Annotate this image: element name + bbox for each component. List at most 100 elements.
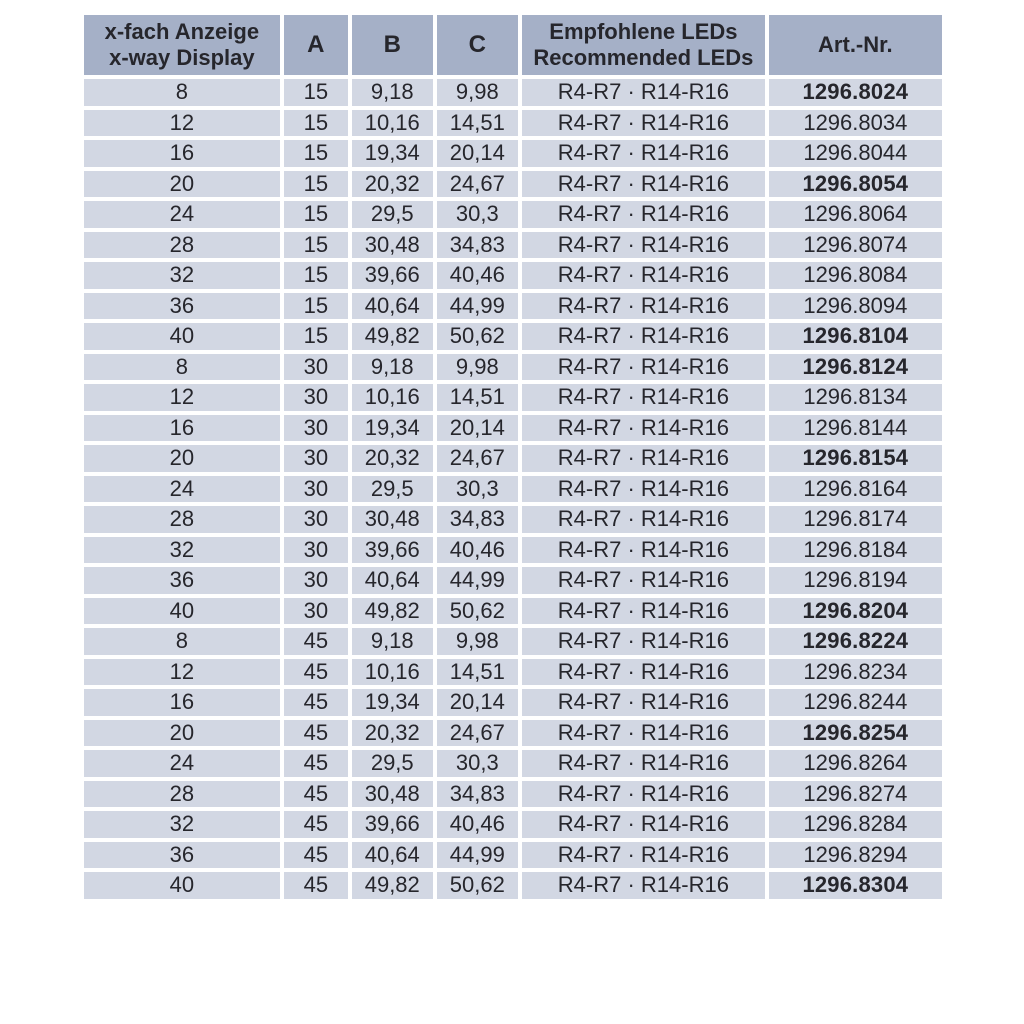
- cell-art-nr: 1296.8094: [764, 288, 947, 323]
- cell-b: 29,5: [347, 471, 437, 506]
- cell-b: 9,18: [347, 349, 437, 384]
- table-row: 20 30 20,32 24,67 R4-R7 · R14-R16 1296.8…: [80, 441, 947, 476]
- cell-recommended-leds: R4-R7 · R14-R16: [518, 441, 769, 476]
- cell-recommended-leds: R4-R7 · R14-R16: [518, 471, 769, 506]
- cell-b: 49,82: [347, 868, 437, 903]
- cell-c: 40,46: [432, 258, 523, 293]
- table-row: 28 45 30,48 34,83 R4-R7 · R14-R16 1296.8…: [80, 776, 947, 811]
- cell-a: 45: [279, 837, 352, 872]
- cell-display-count: 36: [80, 837, 284, 872]
- header-a: A: [279, 11, 352, 79]
- cell-recommended-leds: R4-R7 · R14-R16: [518, 197, 769, 232]
- cell-c: 30,3: [432, 746, 523, 781]
- table-row: 16 15 19,34 20,14 R4-R7 · R14-R16 1296.8…: [80, 136, 947, 171]
- cell-art-nr: 1296.8194: [764, 563, 947, 598]
- cell-display-count: 8: [80, 624, 284, 659]
- cell-c: 34,83: [432, 776, 523, 811]
- cell-art-nr: 1296.8184: [764, 532, 947, 567]
- cell-recommended-leds: R4-R7 · R14-R16: [518, 776, 769, 811]
- cell-a: 45: [279, 685, 352, 720]
- cell-c: 50,62: [432, 593, 523, 628]
- cell-b: 29,5: [347, 746, 437, 781]
- cell-b: 30,48: [347, 227, 437, 262]
- cell-art-nr: 1296.8264: [764, 746, 947, 781]
- cell-c: 34,83: [432, 227, 523, 262]
- cell-display-count: 20: [80, 166, 284, 201]
- cell-a: 15: [279, 166, 352, 201]
- table-row: 40 30 49,82 50,62 R4-R7 · R14-R16 1296.8…: [80, 593, 947, 628]
- cell-b: 9,18: [347, 624, 437, 659]
- cell-c: 24,67: [432, 441, 523, 476]
- table-row: 36 15 40,64 44,99 R4-R7 · R14-R16 1296.8…: [80, 288, 947, 323]
- cell-display-count: 40: [80, 319, 284, 354]
- cell-display-count: 16: [80, 136, 284, 171]
- cell-b: 49,82: [347, 319, 437, 354]
- cell-display-count: 12: [80, 654, 284, 689]
- cell-c: 40,46: [432, 532, 523, 567]
- cell-recommended-leds: R4-R7 · R14-R16: [518, 227, 769, 262]
- cell-a: 15: [279, 105, 352, 140]
- cell-a: 30: [279, 502, 352, 537]
- cell-art-nr: 1296.8244: [764, 685, 947, 720]
- cell-art-nr: 1296.8024: [764, 75, 947, 110]
- table-row: 16 45 19,34 20,14 R4-R7 · R14-R16 1296.8…: [80, 685, 947, 720]
- cell-a: 15: [279, 227, 352, 262]
- cell-art-nr: 1296.8294: [764, 837, 947, 872]
- cell-c: 14,51: [432, 654, 523, 689]
- cell-art-nr: 1296.8044: [764, 136, 947, 171]
- cell-b: 40,64: [347, 288, 437, 323]
- cell-recommended-leds: R4-R7 · R14-R16: [518, 410, 769, 445]
- table-row: 24 45 29,5 30,3 R4-R7 · R14-R16 1296.826…: [80, 746, 947, 781]
- cell-b: 30,48: [347, 776, 437, 811]
- cell-recommended-leds: R4-R7 · R14-R16: [518, 654, 769, 689]
- cell-display-count: 28: [80, 776, 284, 811]
- cell-c: 20,14: [432, 136, 523, 171]
- cell-recommended-leds: R4-R7 · R14-R16: [518, 349, 769, 384]
- table-row: 28 15 30,48 34,83 R4-R7 · R14-R16 1296.8…: [80, 227, 947, 262]
- cell-a: 30: [279, 380, 352, 415]
- cell-c: 44,99: [432, 288, 523, 323]
- cell-display-count: 12: [80, 105, 284, 140]
- cell-recommended-leds: R4-R7 · R14-R16: [518, 75, 769, 110]
- table-row: 40 15 49,82 50,62 R4-R7 · R14-R16 1296.8…: [80, 319, 947, 354]
- cell-recommended-leds: R4-R7 · R14-R16: [518, 593, 769, 628]
- cell-c: 44,99: [432, 837, 523, 872]
- cell-art-nr: 1296.8104: [764, 319, 947, 354]
- product-table: x-fach Anzeige x-way Display A B C Empfo…: [80, 11, 947, 903]
- cell-b: 10,16: [347, 380, 437, 415]
- cell-display-count: 28: [80, 502, 284, 537]
- cell-recommended-leds: R4-R7 · R14-R16: [518, 837, 769, 872]
- cell-recommended-leds: R4-R7 · R14-R16: [518, 563, 769, 598]
- cell-c: 24,67: [432, 715, 523, 750]
- cell-b: 39,66: [347, 807, 437, 842]
- table-row: 28 30 30,48 34,83 R4-R7 · R14-R16 1296.8…: [80, 502, 947, 537]
- cell-c: 14,51: [432, 380, 523, 415]
- cell-recommended-leds: R4-R7 · R14-R16: [518, 105, 769, 140]
- cell-recommended-leds: R4-R7 · R14-R16: [518, 136, 769, 171]
- cell-b: 9,18: [347, 75, 437, 110]
- header-c: C: [432, 11, 523, 79]
- cell-b: 39,66: [347, 532, 437, 567]
- cell-a: 15: [279, 197, 352, 232]
- table-row: 32 30 39,66 40,46 R4-R7 · R14-R16 1296.8…: [80, 532, 947, 567]
- cell-b: 29,5: [347, 197, 437, 232]
- cell-a: 15: [279, 319, 352, 354]
- table-row: 8 45 9,18 9,98 R4-R7 · R14-R16 1296.8224: [80, 624, 947, 659]
- cell-a: 45: [279, 776, 352, 811]
- cell-a: 30: [279, 349, 352, 384]
- cell-c: 9,98: [432, 349, 523, 384]
- table-row: 20 45 20,32 24,67 R4-R7 · R14-R16 1296.8…: [80, 715, 947, 750]
- cell-b: 10,16: [347, 654, 437, 689]
- cell-a: 15: [279, 288, 352, 323]
- cell-recommended-leds: R4-R7 · R14-R16: [518, 166, 769, 201]
- cell-display-count: 36: [80, 563, 284, 598]
- table-row: 36 45 40,64 44,99 R4-R7 · R14-R16 1296.8…: [80, 837, 947, 872]
- cell-a: 30: [279, 441, 352, 476]
- cell-c: 9,98: [432, 75, 523, 110]
- cell-c: 44,99: [432, 563, 523, 598]
- cell-display-count: 24: [80, 746, 284, 781]
- cell-display-count: 36: [80, 288, 284, 323]
- cell-art-nr: 1296.8064: [764, 197, 947, 232]
- cell-recommended-leds: R4-R7 · R14-R16: [518, 746, 769, 781]
